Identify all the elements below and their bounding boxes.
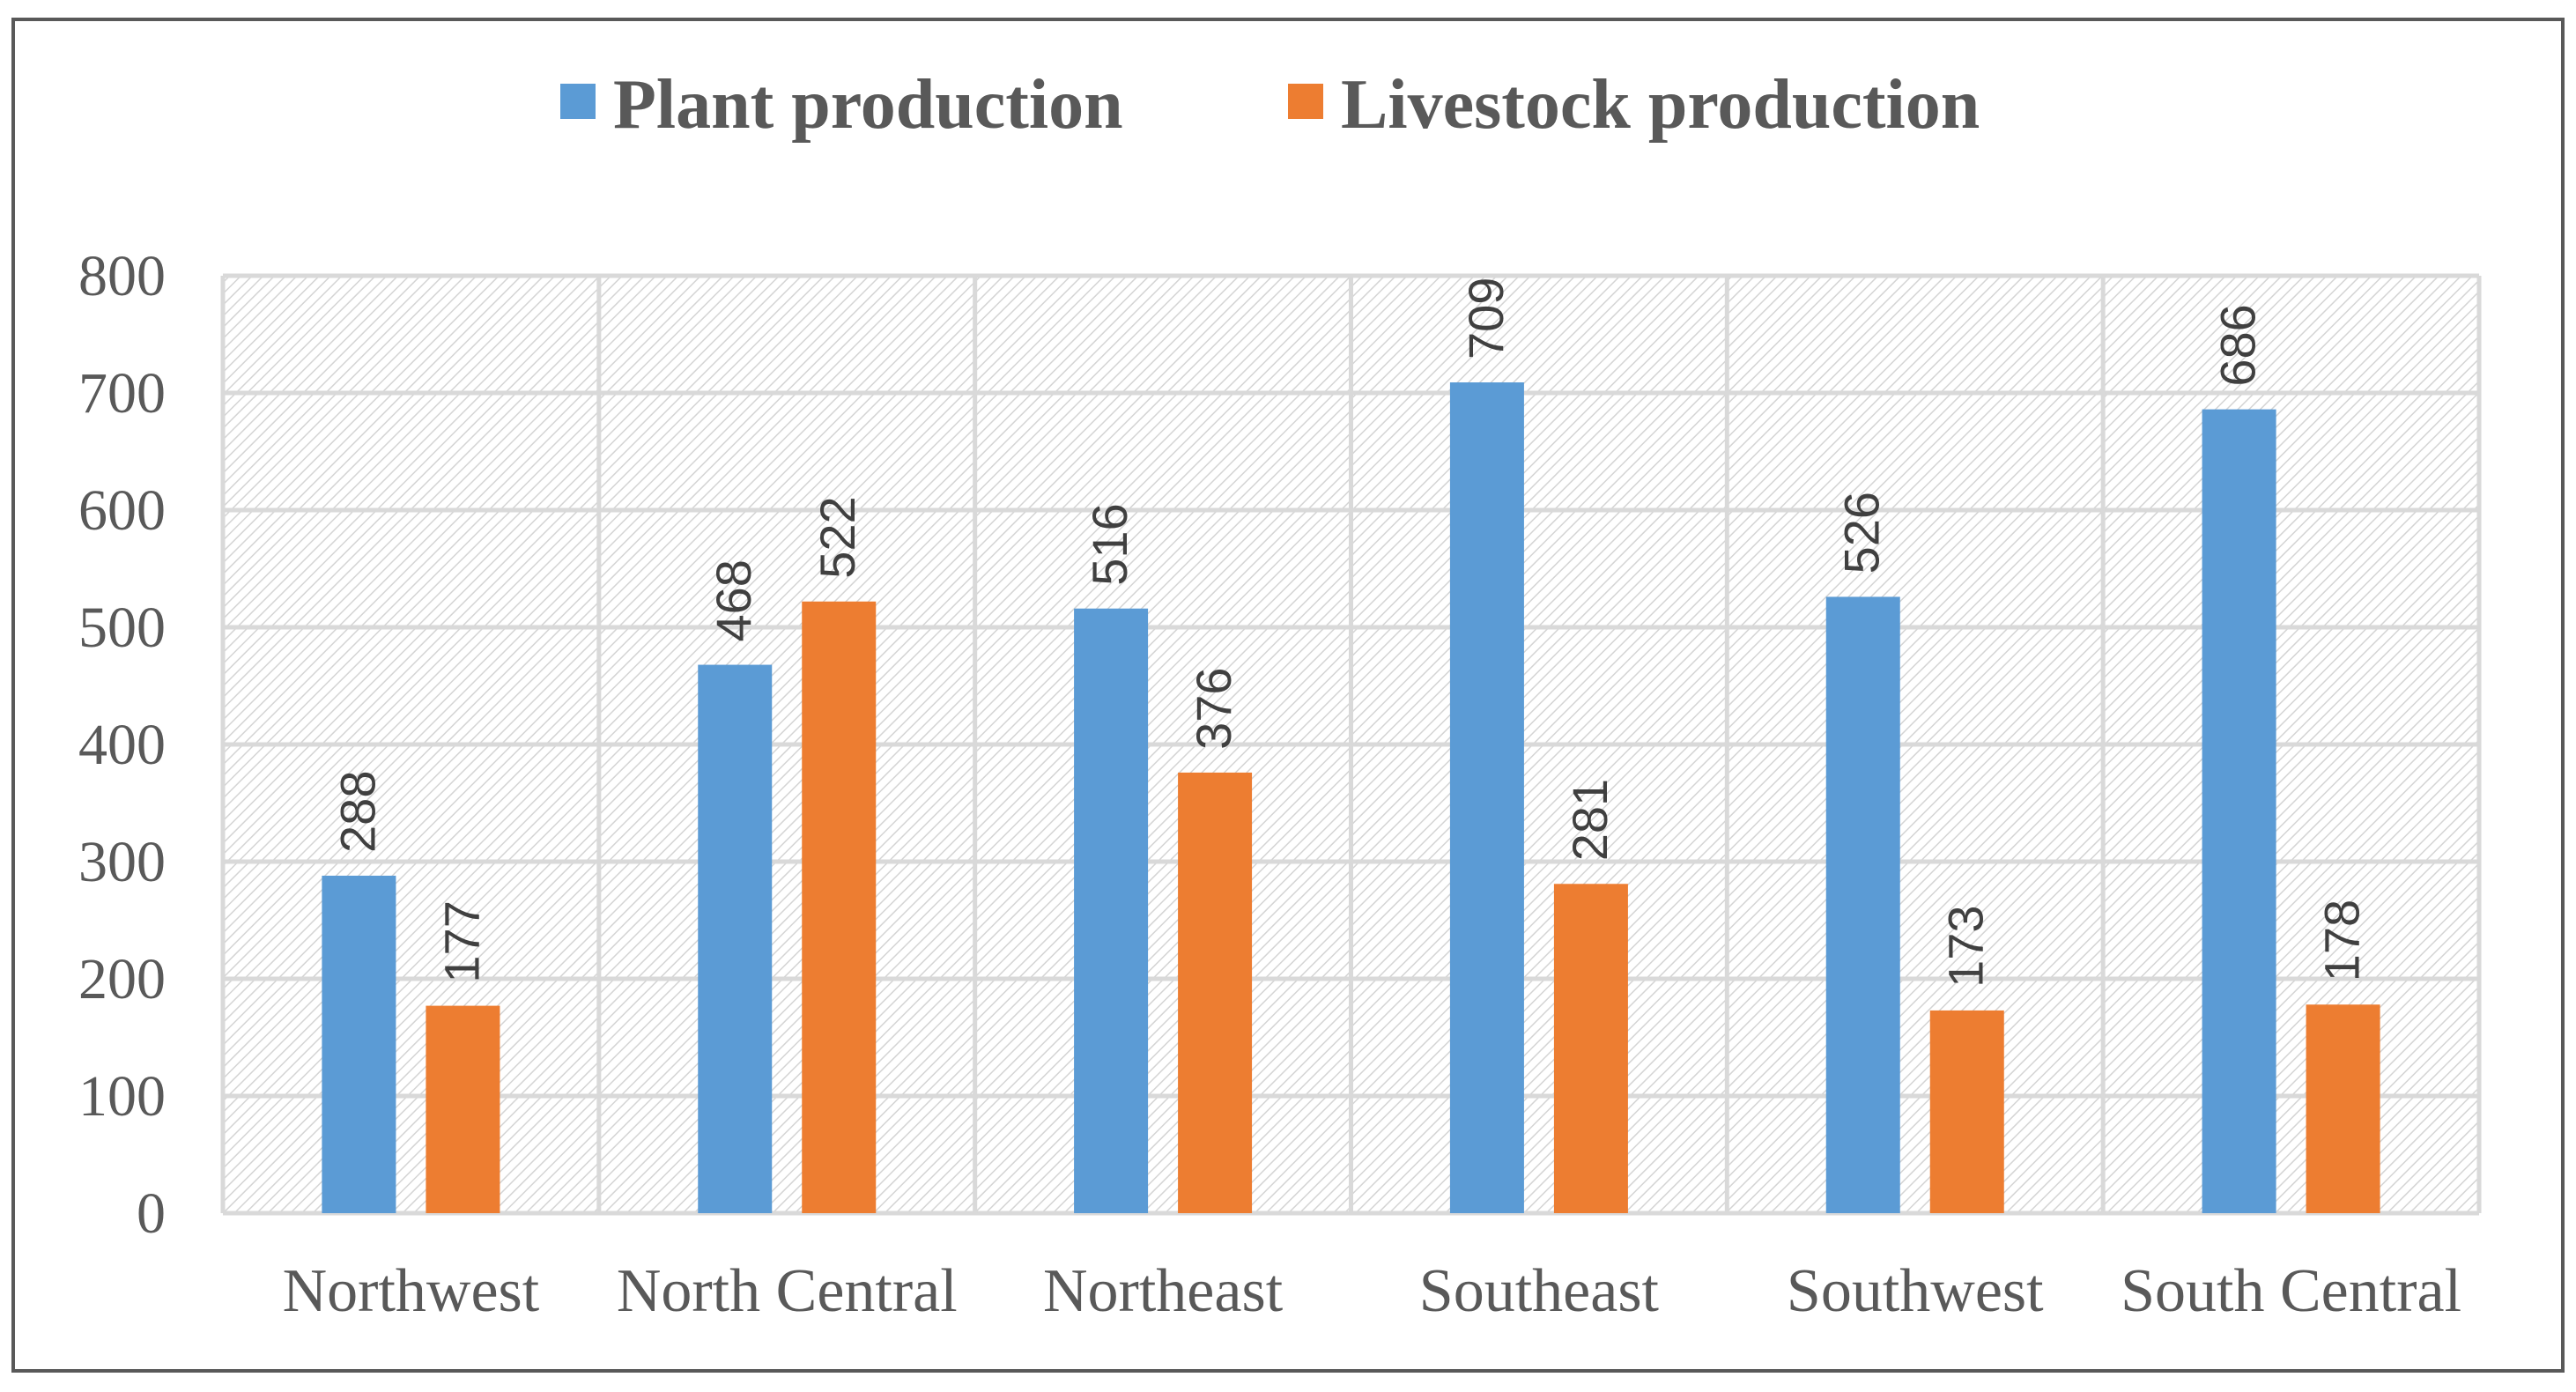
bar-southeast-livestock — [1553, 884, 1628, 1213]
bar-value-label: 522 — [810, 496, 865, 578]
x-tick-label: North Central — [617, 1257, 958, 1325]
y-tick-label: 100 — [78, 1064, 166, 1129]
y-tick-label: 300 — [78, 830, 166, 894]
bar-northeast-plant — [1074, 608, 1149, 1213]
legend-swatch-livestock — [1288, 84, 1323, 119]
y-tick-label: 700 — [78, 361, 166, 426]
bar-south-central-livestock — [2306, 1004, 2380, 1213]
bar-southwest-plant — [1825, 596, 1900, 1213]
bar-value-label: 686 — [2210, 304, 2266, 386]
bar-value-label: 281 — [1562, 779, 1617, 861]
bar-value-label: 178 — [2314, 900, 2370, 981]
bar-north-central-plant — [698, 664, 773, 1213]
bar-northeast-livestock — [1178, 772, 1253, 1213]
legend: Plant production Livestock production — [560, 66, 1980, 144]
y-tick-label: 400 — [78, 713, 166, 777]
y-tick-label: 500 — [78, 596, 166, 660]
x-tick-label: South Central — [2121, 1257, 2461, 1325]
x-tick-label: Southwest — [1787, 1257, 2044, 1325]
bar-south-central-plant — [2202, 409, 2276, 1213]
legend-label-livestock: Livestock production — [1341, 66, 1980, 144]
x-tick-label: Northeast — [1043, 1257, 1284, 1325]
x-tick-label: Southeast — [1419, 1257, 1660, 1325]
y-tick-label: 800 — [78, 244, 166, 308]
bars — [322, 382, 2380, 1213]
legend-label-plant: Plant production — [613, 66, 1123, 144]
x-tick-label: Northwest — [283, 1257, 540, 1325]
bar-value-label: 376 — [1186, 667, 1241, 749]
data-labels: 288 177 468 522 516 376 709 281 526 173 686 178 — [329, 278, 2369, 988]
bar-value-label: 516 — [1082, 503, 1137, 585]
y-tick-label: 0 — [137, 1181, 166, 1246]
bar-value-label: 173 — [1938, 905, 1994, 987]
y-tick-label: 200 — [78, 947, 166, 1011]
bar-value-label: 709 — [1458, 278, 1514, 359]
y-tick-label: 600 — [78, 478, 166, 543]
bar-value-label: 526 — [1834, 492, 1890, 574]
gridlines — [220, 273, 2482, 1216]
bar-southwest-livestock — [1929, 1010, 2004, 1213]
bar-southeast-plant — [1449, 382, 1524, 1213]
legend-swatch-plant — [560, 84, 596, 119]
bar-north-central-livestock — [802, 601, 877, 1213]
bar-value-label: 468 — [706, 559, 761, 641]
axes: 0 100 200 300 400 500 600 700 800 Northwest North … — [78, 244, 2461, 1325]
bar-value-label: 288 — [329, 771, 385, 853]
bar-value-label: 177 — [433, 900, 489, 982]
bar-northwest-livestock — [426, 1005, 500, 1213]
bar-northwest-plant — [322, 875, 396, 1213]
